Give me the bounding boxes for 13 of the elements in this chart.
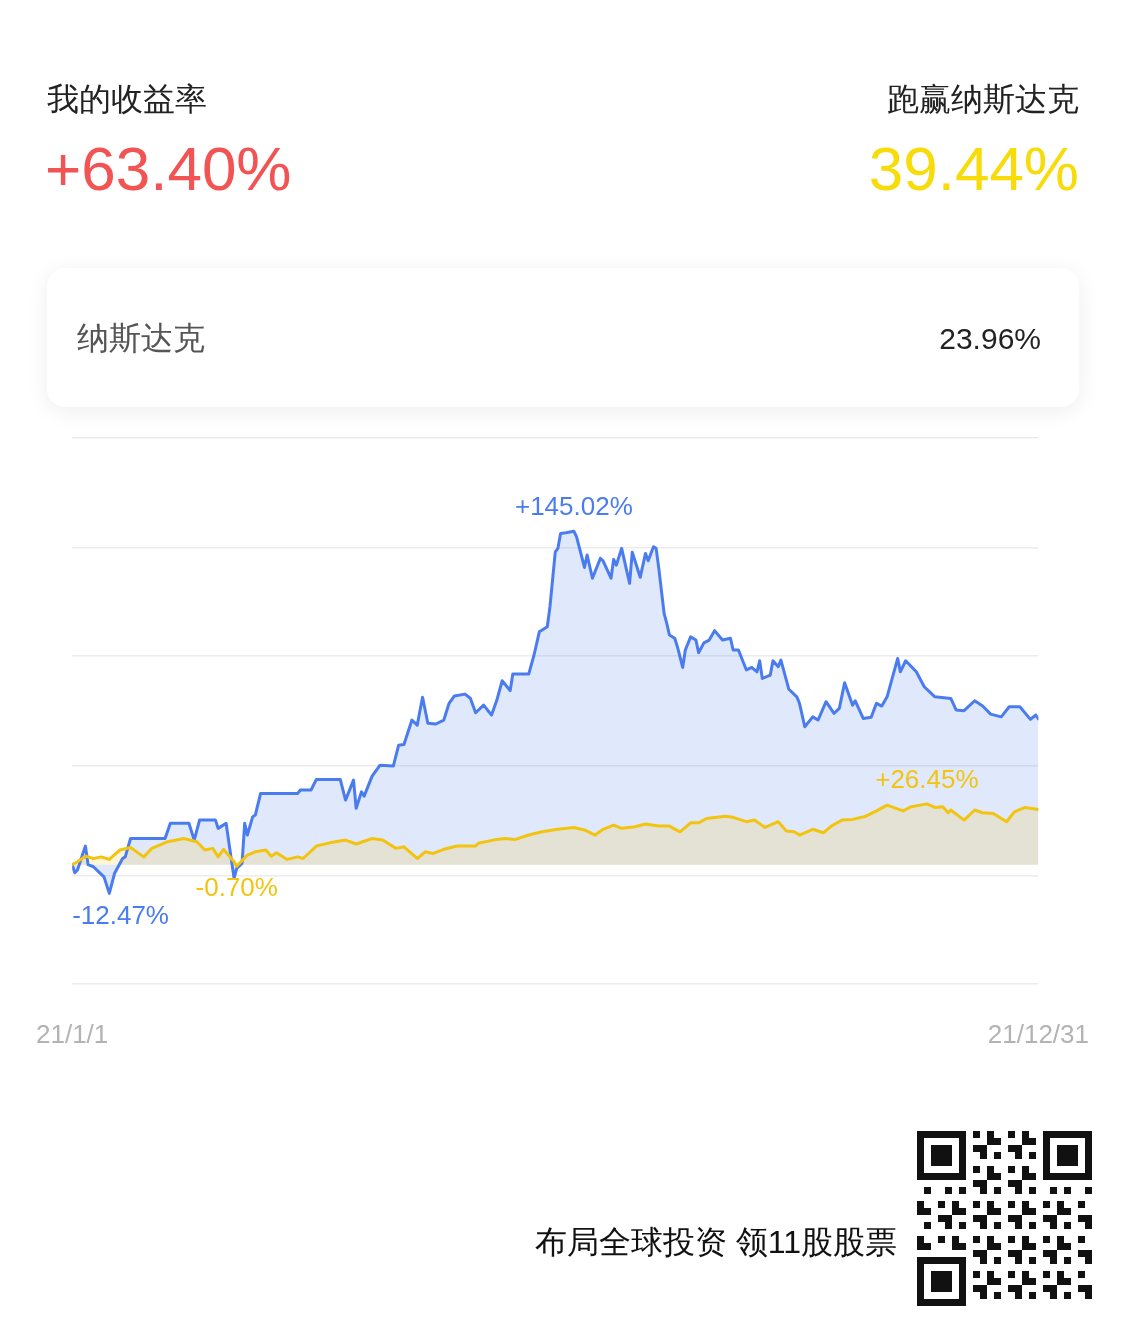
data-label: -12.47% bbox=[72, 899, 169, 930]
text: 我的收益率 bbox=[47, 81, 207, 117]
text: 23.96% bbox=[939, 322, 1041, 355]
text: +63.40% bbox=[45, 134, 292, 203]
text: 39.44% bbox=[868, 134, 1079, 203]
text: 布局全球投资 领11股股票 bbox=[534, 1224, 897, 1260]
text: 纳斯达克 bbox=[77, 320, 205, 356]
data-label: +145.02% bbox=[514, 491, 633, 522]
text: 跑赢纳斯达克 bbox=[887, 81, 1079, 117]
x-tick-label: 21/12/31 bbox=[987, 1018, 1090, 1049]
x-tick-label: 21/1/1 bbox=[36, 1018, 109, 1049]
data-label: -0.70% bbox=[195, 872, 278, 903]
data-label: +26.45% bbox=[875, 764, 979, 795]
